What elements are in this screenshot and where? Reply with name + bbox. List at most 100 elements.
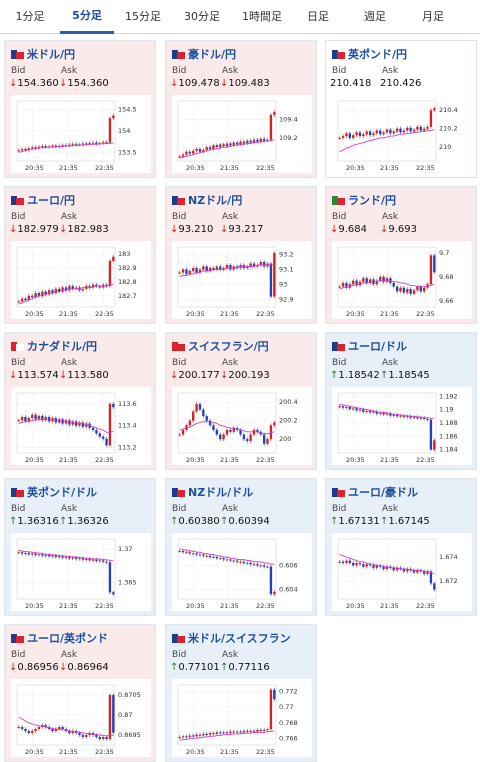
- tab-4[interactable]: 1時間足: [242, 10, 282, 23]
- pair-name[interactable]: 米ドル/円: [27, 48, 76, 61]
- currency-card[interactable]: ユーロ/豪ドル Bid Ask ↑1.67131 ↑1.67145 1.672 1.674 2…: [325, 478, 477, 616]
- candle-body: [433, 108, 436, 111]
- pair-name[interactable]: NZドル/ドル: [188, 486, 254, 499]
- candle-body: [198, 734, 202, 736]
- currency-card[interactable]: ユーロ/円 Bid Ask ↓182.979 ↓182.983 182.7 182.8 182…: [4, 186, 156, 324]
- bid-number: 154.360: [17, 78, 59, 89]
- y-tick-label: 1.672: [439, 577, 458, 585]
- tab-5[interactable]: 日足: [307, 10, 329, 23]
- candle-body: [181, 551, 185, 553]
- pair-name[interactable]: ユーロ/円: [27, 194, 76, 207]
- bid-number: 0.77101: [178, 662, 220, 673]
- flag-icon: [332, 341, 345, 351]
- candle-body: [58, 556, 61, 558]
- candle-body: [208, 733, 212, 735]
- candle-body: [78, 733, 81, 735]
- pair-name[interactable]: 豪ドル/円: [188, 48, 237, 61]
- x-tick-label: 21:35: [220, 456, 239, 464]
- pair-name[interactable]: ユーロ/英ポンド: [27, 632, 109, 645]
- currency-card[interactable]: NZドル/円 Bid Ask ↓93.210 ↓93.217 92.9 93 93.1 93.2…: [165, 186, 317, 324]
- tab-3[interactable]: 30分足: [184, 10, 220, 23]
- moving-average-line: [339, 280, 435, 290]
- currency-card[interactable]: NZドル/ドル Bid Ask ↑0.60380 ↑0.60394 0.604 0.606 2…: [165, 478, 317, 616]
- currency-card[interactable]: 英ポンド/ドル Bid Ask ↑1.36316 ↑1.36326 1.365 1.37 20…: [4, 478, 156, 616]
- arrow-down-icon: ↓: [9, 224, 18, 235]
- currency-card[interactable]: ユーロ/英ポンド Bid Ask ↓0.86956 ↓0.86964 0.8695 0.87…: [4, 624, 156, 762]
- pair-name[interactable]: 英ポンド/ドル: [27, 486, 98, 499]
- ask-label: Ask: [222, 212, 239, 222]
- candle-body: [81, 422, 85, 427]
- y-tick-label: 200.2: [279, 417, 298, 425]
- candle-body: [372, 565, 375, 568]
- pair-header: ユーロ/英ポンド: [11, 631, 108, 645]
- candle-body: [372, 133, 375, 136]
- candle-body: [252, 139, 256, 143]
- pair-name[interactable]: ユーロ/豪ドル: [348, 486, 419, 499]
- pair-name[interactable]: NZドル/円: [188, 194, 243, 207]
- pair-name[interactable]: カナダドル/円: [27, 340, 98, 353]
- candle-body: [352, 408, 355, 410]
- price-chart[interactable]: 1.184 1.186 1.188 1.19 1.192 20:35 21:35 22:35: [332, 387, 472, 465]
- price-chart[interactable]: 182.7 182.8 182.9 183 20:35 21:35 22:35: [11, 241, 151, 319]
- price-chart[interactable]: 0.8695 0.87 0.8705 20:35 21:35 22:35: [11, 679, 151, 757]
- ask-number: 1.67145: [388, 516, 430, 527]
- candle-body: [385, 413, 389, 415]
- candle-body: [20, 298, 24, 302]
- flag-icon: [172, 195, 185, 205]
- tab-7[interactable]: 月足: [422, 10, 444, 23]
- candle-body: [20, 552, 24, 554]
- candle-body: [198, 404, 202, 410]
- candle-body: [27, 148, 31, 150]
- candle-body: [429, 571, 433, 584]
- tab-2[interactable]: 15分足: [125, 10, 161, 23]
- plot-frame: [16, 392, 116, 454]
- currency-card[interactable]: ランド/円 Bid Ask ↓9.684 ↓9.693 9.66 9.68 9.7 20:35 2…: [325, 186, 477, 324]
- price-chart[interactable]: 1.672 1.674 20:35 21:35 22:35: [332, 533, 472, 611]
- currency-card[interactable]: ユーロ/ドル Bid Ask ↑1.18542 ↑1.18545 1.184 1.186 1.…: [325, 332, 477, 470]
- currency-card[interactable]: カナダドル/円 Bid Ask ↓113.574 ↓113.580 113.2 113.4 1…: [4, 332, 156, 470]
- pair-name[interactable]: スイスフラン/円: [188, 340, 269, 353]
- pair-name[interactable]: ランド/円: [348, 194, 397, 207]
- candle-body: [205, 733, 208, 735]
- flag-icon: [11, 487, 24, 497]
- currency-card[interactable]: 米ドル/スイスフラン Bid Ask ↑0.77101 ↑0.77116 0.766 0.7…: [165, 624, 317, 762]
- price-chart[interactable]: 113.2 113.4 113.6 20:35 21:35 22:35: [11, 387, 151, 465]
- candle-body: [249, 730, 252, 732]
- price-chart[interactable]: 9.66 9.68 9.7 20:35 21:35 22:35: [332, 241, 472, 319]
- bid-number: 113.574: [17, 370, 59, 381]
- candle-body: [208, 147, 212, 149]
- candlestick-chart: 109.2 109.4 20:35 21:35 22:35: [177, 100, 298, 172]
- price-chart[interactable]: 92.9 93 93.1 93.2 20:35 21:35 22:35: [172, 241, 312, 319]
- price-chart[interactable]: 210 210.2 210.4 20:35 21:35 22:35: [332, 95, 472, 173]
- x-tick-label: 20:35: [25, 602, 44, 610]
- currency-card[interactable]: 米ドル/円 Bid Ask ↓154.360 ↓154.360 153.5 154 154.5…: [4, 40, 156, 178]
- price-chart[interactable]: 0.604 0.606 20:35 21:35 22:35: [172, 533, 312, 611]
- candle-body: [419, 417, 422, 419]
- price-chart[interactable]: 0.766 0.768 0.77 0.772 20:35 21:35 22:35: [172, 679, 312, 757]
- y-tick-label: 9.68: [439, 273, 453, 281]
- tab-1[interactable]: 5分足: [60, 0, 114, 34]
- candle-body: [81, 143, 85, 145]
- candle-body: [178, 156, 181, 158]
- pair-name[interactable]: 英ポンド/円: [348, 48, 408, 61]
- pair-name[interactable]: ユーロ/ドル: [348, 340, 408, 353]
- candle-body: [232, 142, 235, 146]
- ask-number: 113.580: [67, 370, 109, 381]
- price-chart[interactable]: 1.365 1.37 20:35 21:35 22:35: [11, 533, 151, 611]
- arrow-up-icon: ↑: [380, 516, 389, 527]
- price-chart[interactable]: 153.5 154 154.5 20:35 21:35 22:35: [11, 95, 151, 173]
- y-tick-label: 109.4: [279, 115, 298, 123]
- candle-body: [91, 427, 95, 431]
- currency-card[interactable]: 英ポンド/円 Bid Ask 210.418 210.426 210 210.2 210.4 2…: [325, 40, 477, 178]
- currency-card[interactable]: 豪ドル/円 Bid Ask ↓109.478 ↓109.483 109.2 109.4 20:…: [165, 40, 317, 178]
- pair-name[interactable]: 米ドル/スイスフラン: [188, 632, 291, 645]
- tab-6[interactable]: 週足: [364, 10, 386, 23]
- y-tick-label: 210.2: [439, 125, 458, 133]
- candle-body: [91, 559, 95, 561]
- price-chart[interactable]: 109.2 109.4 20:35 21:35 22:35: [172, 95, 312, 173]
- currency-card[interactable]: スイスフラン/円 Bid Ask ↓200.177 ↓200.193 200 200.2 20…: [165, 332, 317, 470]
- price-chart[interactable]: 200 200.2 200.4 20:35 21:35 22:35: [172, 387, 312, 465]
- tab-0[interactable]: 1分足: [15, 10, 45, 23]
- ask-value: ↓113.580: [59, 370, 109, 381]
- candle-body: [195, 734, 198, 737]
